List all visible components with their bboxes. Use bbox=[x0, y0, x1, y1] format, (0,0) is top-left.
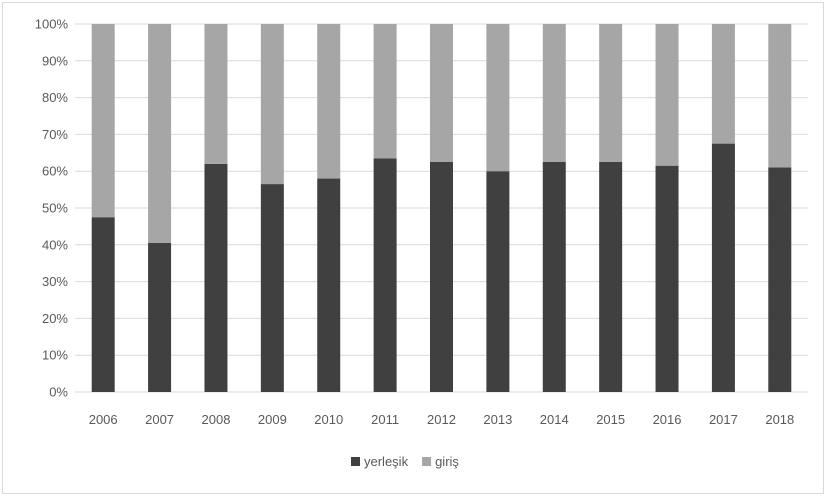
bar-segment bbox=[430, 162, 453, 392]
bar-segment bbox=[91, 217, 115, 392]
y-tick-label: 0% bbox=[49, 385, 68, 400]
bar-segment bbox=[204, 24, 228, 164]
bar-segment bbox=[373, 158, 397, 392]
bar-segment bbox=[599, 162, 623, 392]
legend-swatch bbox=[422, 457, 432, 466]
chart-frame bbox=[2, 2, 824, 494]
bar-segment bbox=[148, 242, 172, 392]
x-axis-ticks: 2006 2007 2008 2009 2010 2011 2012 2013 2014 2015… bbox=[89, 412, 795, 427]
x-tick-label: 2012 bbox=[427, 412, 456, 427]
x-tick-label: 2017 bbox=[709, 412, 738, 427]
x-tick-label: 2018 bbox=[765, 412, 794, 427]
bar-segment bbox=[768, 24, 792, 168]
bar-segment bbox=[599, 24, 623, 162]
bar-segment bbox=[655, 165, 679, 392]
bar-segment bbox=[430, 24, 453, 162]
y-tick-label: 10% bbox=[42, 348, 68, 363]
bar-segment bbox=[711, 24, 735, 144]
bar-segment bbox=[542, 162, 566, 392]
y-tick-label: 20% bbox=[42, 311, 68, 326]
bar-segment bbox=[373, 24, 397, 159]
bar-segment bbox=[317, 24, 341, 179]
y-tick-label: 30% bbox=[42, 274, 68, 289]
bar-segment bbox=[486, 24, 510, 172]
y-tick-label: 40% bbox=[42, 237, 68, 252]
bar-segment bbox=[260, 184, 284, 392]
legend: yerleşik giriş bbox=[351, 454, 459, 469]
x-tick-label: 2013 bbox=[483, 412, 512, 427]
x-tick-label: 2007 bbox=[145, 412, 174, 427]
x-tick-label: 2014 bbox=[540, 412, 569, 427]
legend-label: giriş bbox=[435, 454, 459, 469]
bar-segment bbox=[148, 24, 172, 243]
legend-label: yerleşik bbox=[364, 454, 409, 469]
x-tick-label: 2015 bbox=[596, 412, 625, 427]
y-tick-label: 60% bbox=[42, 164, 68, 179]
bar-segment bbox=[768, 167, 792, 392]
bar-segment bbox=[542, 24, 566, 162]
bar-segment bbox=[204, 163, 228, 392]
x-tick-label: 2010 bbox=[314, 412, 343, 427]
y-tick-label: 80% bbox=[42, 90, 68, 105]
bar-segment bbox=[260, 24, 284, 185]
x-tick-label: 2016 bbox=[653, 412, 682, 427]
bar-segment bbox=[655, 24, 679, 166]
y-axis-ticks: 0% 10% 20% 30% 40% 50% 60% 70% 80% 90% 100% bbox=[35, 17, 69, 400]
y-tick-label: 100% bbox=[35, 17, 69, 32]
bar-segment bbox=[317, 178, 341, 392]
y-tick-label: 50% bbox=[42, 201, 68, 216]
bars bbox=[91, 24, 792, 392]
bar-segment bbox=[91, 24, 115, 218]
x-tick-label: 2011 bbox=[371, 412, 399, 427]
bar-segment bbox=[486, 171, 510, 392]
x-tick-label: 2008 bbox=[202, 412, 231, 427]
legend-swatch bbox=[351, 457, 360, 466]
y-tick-label: 70% bbox=[42, 127, 68, 142]
bar-segment bbox=[711, 143, 735, 392]
x-tick-label: 2006 bbox=[89, 412, 118, 427]
x-tick-label: 2009 bbox=[258, 412, 287, 427]
y-tick-label: 90% bbox=[42, 53, 68, 68]
